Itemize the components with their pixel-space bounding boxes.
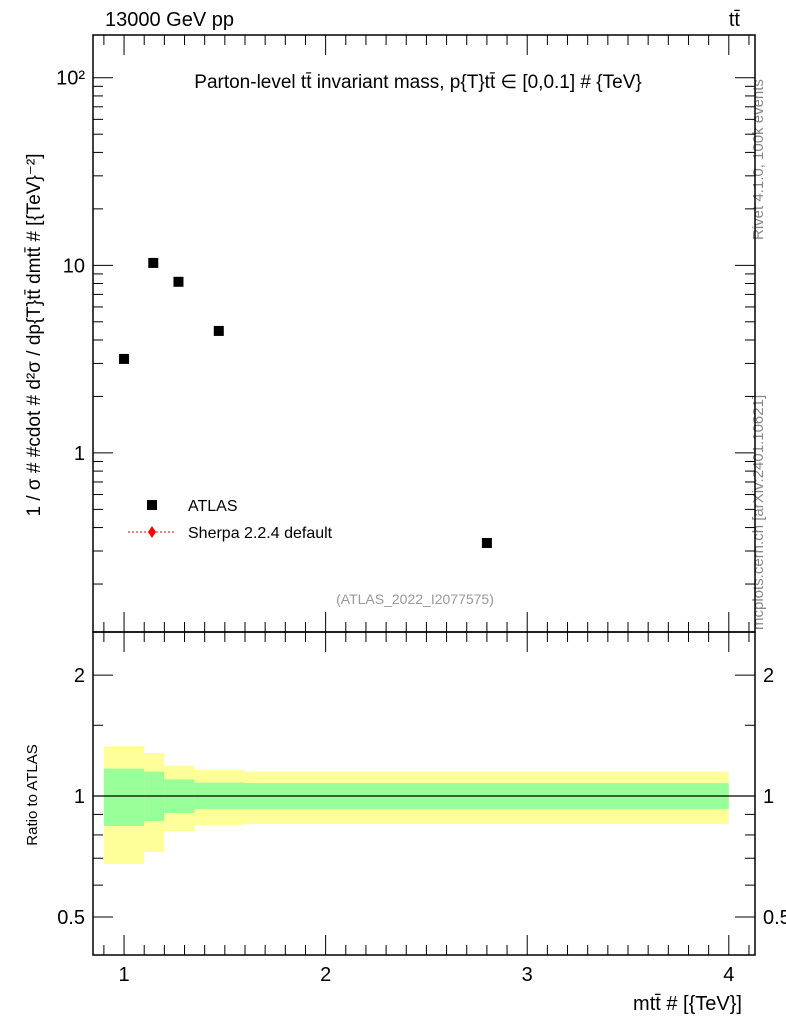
ratio-y-tick-label-right: 2 <box>763 665 774 687</box>
x-tick-label: 2 <box>320 964 331 986</box>
legend-sherpa-label: Sherpa 2.2.4 default <box>188 525 333 542</box>
ratio-y-axis-label: Ratio to ATLAS <box>24 744 41 845</box>
data-point <box>173 276 184 287</box>
data-point <box>213 325 224 336</box>
y-axis-label: 1 / σ # #cdot # d²σ / dp{T}tt̄ dmtt̄ # [… <box>24 153 45 516</box>
ratio-y-tick-label-right: 1 <box>763 786 774 808</box>
ratio-y-tick-label: 1 <box>74 786 85 808</box>
x-tick-label: 4 <box>723 964 734 986</box>
main-frame <box>92 34 756 633</box>
data-point <box>119 353 130 364</box>
ratio-y-tick-label-right: 0.5 <box>763 907 786 929</box>
header-left: 13000 GeV pp <box>105 9 234 31</box>
legend-atlas-label: ATLAS <box>188 498 238 515</box>
x-tick-label: 3 <box>522 964 533 986</box>
side-text-top: Rivet 4.1.0, 100k events <box>750 79 767 240</box>
chart-title: Parton-level tt̄ invariant mass, p{T}tt̄… <box>194 72 641 93</box>
x-axis-label: mtt̄ # [{TeV}] <box>633 993 742 1015</box>
data-point <box>481 537 492 548</box>
watermark: (ATLAS_2022_I2077575) <box>336 591 494 607</box>
data-point <box>148 257 159 268</box>
legend-atlas-marker <box>147 500 157 510</box>
side-text-bottom: mcplots.cern.ch [arXiv:2401.10621] <box>750 395 767 630</box>
x-tick-label: 1 <box>118 964 129 986</box>
band-inner <box>103 768 145 827</box>
y-tick-label: 1 <box>74 443 85 465</box>
y-tick-label: 10² <box>56 68 85 90</box>
ratio-y-tick-label: 2 <box>74 665 85 687</box>
y-tick-label: 10 <box>63 255 85 277</box>
ratio-y-tick-label: 0.5 <box>57 907 85 929</box>
header-right: tt̄ <box>729 9 741 31</box>
ratio-frame <box>92 631 756 956</box>
legend-sherpa-marker <box>148 526 156 538</box>
